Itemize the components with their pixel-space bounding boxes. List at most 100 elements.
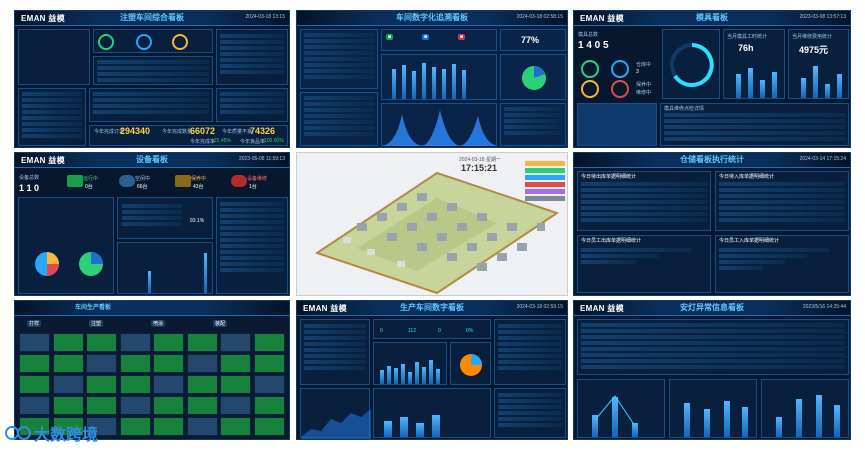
- machine-card[interactable]: [153, 375, 184, 394]
- machine-card[interactable]: [19, 375, 50, 394]
- machine-card[interactable]: [253, 375, 285, 394]
- machine-card[interactable]: [220, 417, 251, 436]
- left-list: [300, 29, 378, 89]
- machine-card[interactable]: [186, 396, 218, 415]
- tag[interactable]: 装配: [213, 320, 228, 327]
- tag[interactable]: 喷涂: [151, 320, 166, 327]
- machine-card[interactable]: [119, 417, 151, 436]
- machine-card[interactable]: [86, 375, 117, 394]
- panel-title: 模具看板: [696, 13, 728, 22]
- machine-card[interactable]: [19, 396, 50, 415]
- prod-table: [494, 319, 566, 385]
- factory-date: 2024-03-18 星期一: [459, 157, 501, 163]
- panel-time: 2024-03-18 02:58:15: [516, 14, 563, 20]
- machine-card[interactable]: [86, 396, 117, 415]
- panel-injection-dashboard: EMAN 益模 注塑车间综合看板 2024-03-18 13:15 今年完成订单…: [14, 10, 290, 148]
- machine-card[interactable]: [52, 417, 84, 436]
- pct-box: 77%: [500, 29, 566, 51]
- wh-section-4: 今日员工入库单据明细统计: [715, 235, 849, 293]
- machine-card[interactable]: [253, 417, 285, 436]
- bar: [760, 80, 765, 98]
- bar: [422, 63, 426, 99]
- panel-factory-3d: 2024-03-18 星期一 17:15:21: [296, 152, 568, 296]
- machine-card[interactable]: [119, 396, 151, 415]
- wave-chart: [382, 110, 498, 146]
- stat-value: 1台: [249, 184, 257, 190]
- bar: [816, 395, 822, 437]
- watermark-icon: [5, 426, 31, 440]
- factory-floor: [314, 171, 560, 295]
- panel-traceability: 车间数字化追溯看板 2024-03-18 02:58:15 ■ ■ ■ 77%: [296, 10, 568, 148]
- panel-title: 车间生产看板: [75, 305, 112, 311]
- machine-card[interactable]: [153, 354, 184, 373]
- panel-andon: EMAN 益模 安灯异常信息看板 2023/5/16 14:25:44: [573, 300, 851, 440]
- repair-icon: [231, 175, 247, 187]
- panel-production: EMAN 益模 生产车间数字看板 2024-03-18 02:59:15 0 1…: [296, 300, 568, 440]
- prod-bar-chart: [373, 388, 491, 438]
- pie-chart: [460, 354, 482, 376]
- panel-header: EMAN 益模 注塑车间综合看板 2024-03-18 13:15: [15, 11, 289, 26]
- mold-status-rings: [581, 60, 629, 98]
- panel-time: 2024-03-14 17:15:24: [799, 156, 846, 162]
- machine-card[interactable]: [153, 417, 184, 436]
- machine-card[interactable]: [186, 417, 218, 436]
- machine-card[interactable]: [119, 333, 151, 352]
- machine-card[interactable]: [186, 375, 218, 394]
- machine-card[interactable]: [153, 333, 184, 352]
- bar: [442, 69, 446, 99]
- machine-card[interactable]: [220, 354, 251, 373]
- machine-card[interactable]: [19, 333, 50, 352]
- machine-card[interactable]: [86, 333, 117, 352]
- bar: [592, 415, 598, 437]
- bar: [632, 423, 638, 437]
- bar: [402, 65, 406, 99]
- right-list: [500, 103, 566, 146]
- stat-label: 保养中: [191, 176, 207, 182]
- equip-bars: [117, 242, 213, 294]
- machine-card[interactable]: [119, 354, 151, 373]
- machine-card[interactable]: [52, 333, 84, 352]
- metric-value: 74326: [250, 126, 276, 136]
- bar: [452, 64, 456, 99]
- mold-map: [577, 103, 657, 146]
- tag[interactable]: 注塑: [89, 320, 104, 327]
- machine-card[interactable]: [52, 354, 84, 373]
- machine-card[interactable]: [253, 333, 285, 352]
- machine-card[interactable]: [253, 396, 285, 415]
- machine-card[interactable]: [186, 333, 218, 352]
- bar: [825, 84, 830, 98]
- mold-total-label: 模具总数: [578, 32, 599, 38]
- machine-card[interactable]: [52, 396, 84, 415]
- machine-card[interactable]: [52, 375, 84, 394]
- bar: [462, 70, 466, 99]
- panel-time: 2024-03-18 02:59:15: [516, 304, 563, 310]
- oee-box: 93.1%: [117, 197, 213, 239]
- bar: [422, 367, 426, 384]
- equip-total-label: 设备总数: [19, 175, 40, 181]
- stat-label: 运行中: [83, 176, 99, 182]
- machine-card[interactable]: [220, 333, 251, 352]
- list-box-2: [89, 88, 213, 122]
- equipment-pies: [35, 252, 103, 276]
- machine-card[interactable]: [220, 375, 251, 394]
- bar: [432, 67, 436, 99]
- machine-card[interactable]: [19, 417, 50, 436]
- oee-value: 93.1%: [190, 218, 205, 224]
- machine-card[interactable]: [253, 354, 285, 373]
- machine-card[interactable]: [220, 396, 251, 415]
- machine-card[interactable]: [86, 354, 117, 373]
- machine-grid: [19, 333, 287, 437]
- wh-section-2: 今日待入库单据明细统计: [715, 171, 849, 231]
- bar: [415, 362, 419, 384]
- metric-value: 22.45%: [214, 138, 231, 144]
- tag[interactable]: 打样: [27, 320, 42, 327]
- machine-card[interactable]: [186, 354, 218, 373]
- machine-card[interactable]: [86, 417, 117, 436]
- bar: [148, 271, 151, 293]
- status-box: [93, 29, 213, 53]
- machine-card[interactable]: [119, 375, 151, 394]
- machine-card[interactable]: [153, 396, 184, 415]
- machine-card[interactable]: [19, 354, 50, 373]
- percent-value: 77%: [521, 35, 540, 45]
- bar: [772, 72, 777, 98]
